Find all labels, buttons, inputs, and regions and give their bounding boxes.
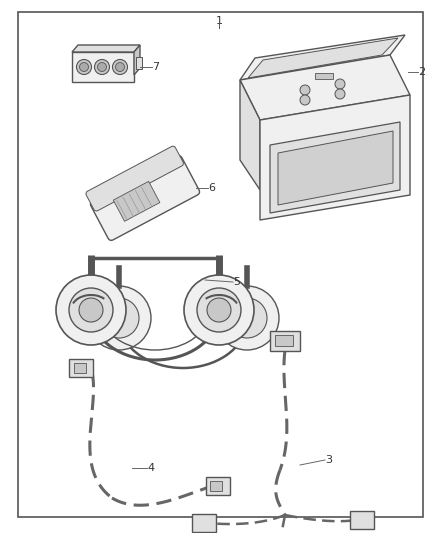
Circle shape — [113, 60, 127, 75]
Bar — [72, 52, 134, 82]
Circle shape — [335, 89, 345, 99]
FancyBboxPatch shape — [270, 331, 300, 351]
Circle shape — [69, 288, 113, 332]
Circle shape — [77, 60, 92, 75]
Text: 7: 7 — [152, 62, 159, 72]
Circle shape — [184, 275, 254, 345]
Polygon shape — [270, 122, 400, 213]
Bar — [74, 363, 86, 373]
Text: 4: 4 — [147, 463, 154, 473]
Circle shape — [87, 286, 151, 350]
Polygon shape — [240, 80, 260, 190]
Polygon shape — [240, 35, 405, 80]
FancyBboxPatch shape — [113, 181, 160, 221]
Circle shape — [207, 298, 231, 322]
Text: 2: 2 — [418, 67, 425, 77]
Circle shape — [197, 288, 241, 332]
FancyBboxPatch shape — [192, 514, 216, 532]
Circle shape — [300, 85, 310, 95]
FancyBboxPatch shape — [350, 511, 374, 529]
Circle shape — [116, 62, 124, 71]
Bar — [210, 481, 222, 491]
FancyBboxPatch shape — [69, 359, 93, 377]
Bar — [275, 335, 293, 346]
FancyBboxPatch shape — [90, 156, 200, 240]
Circle shape — [215, 286, 279, 350]
Bar — [315, 73, 333, 79]
FancyBboxPatch shape — [86, 146, 184, 211]
Circle shape — [99, 298, 139, 338]
Circle shape — [79, 298, 103, 322]
Polygon shape — [240, 55, 410, 120]
Polygon shape — [72, 45, 140, 52]
Circle shape — [227, 298, 267, 338]
Polygon shape — [278, 131, 393, 205]
FancyBboxPatch shape — [206, 477, 230, 495]
Polygon shape — [260, 95, 410, 220]
Text: 3: 3 — [325, 455, 332, 465]
Text: 1: 1 — [215, 16, 223, 26]
Circle shape — [95, 60, 110, 75]
Polygon shape — [134, 45, 140, 75]
Circle shape — [300, 95, 310, 105]
Circle shape — [80, 62, 88, 71]
Text: 5: 5 — [233, 277, 240, 287]
Polygon shape — [248, 38, 398, 78]
Bar — [136, 57, 142, 69]
Circle shape — [56, 275, 126, 345]
Text: 6: 6 — [208, 183, 215, 193]
Circle shape — [98, 62, 106, 71]
Circle shape — [335, 79, 345, 89]
